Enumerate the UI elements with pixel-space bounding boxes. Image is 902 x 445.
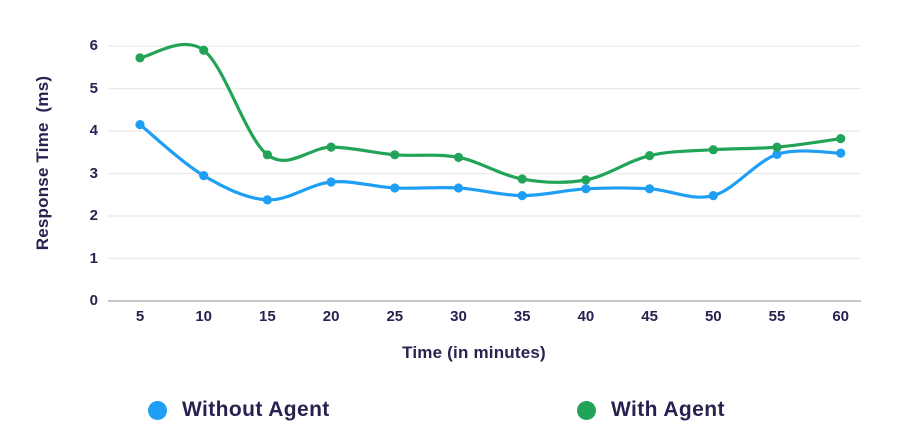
- data-point: [453, 152, 464, 162]
- legend-label-without-agent: Without Agent: [182, 398, 330, 421]
- y-tick-label: 4: [89, 122, 98, 139]
- series-line-1: [138, 42, 843, 184]
- data-point: [836, 148, 846, 158]
- data-point: [390, 183, 400, 193]
- data-point: [390, 150, 400, 160]
- data-series: [135, 42, 846, 205]
- data-point: [135, 120, 145, 130]
- legend-item-with-agent: With Agent: [577, 394, 725, 426]
- chart-legend: Without Agent With Agent: [0, 394, 902, 428]
- x-tick-label: 35: [513, 308, 531, 325]
- data-point: [708, 191, 718, 201]
- y-tick-label: 0: [89, 292, 98, 309]
- data-point: [772, 142, 782, 152]
- data-point: [517, 191, 527, 201]
- x-tick-label: 5: [135, 308, 145, 325]
- x-tick-label: 20: [322, 308, 340, 325]
- x-tick-label: 50: [704, 308, 722, 325]
- y-tick-label: 3: [89, 164, 98, 182]
- data-point: [772, 149, 782, 159]
- data-point: [453, 183, 464, 193]
- data-point: [645, 151, 655, 161]
- data-point: [517, 174, 527, 184]
- x-tick-label: 55: [768, 308, 786, 325]
- data-point: [135, 53, 145, 63]
- data-point: [581, 184, 591, 194]
- legend-label-with-agent: With Agent: [611, 398, 725, 421]
- y-axis-title: Response Time (ms): [33, 75, 52, 251]
- data-point: [199, 45, 209, 55]
- legend-item-without-agent: Without Agent: [148, 394, 330, 426]
- y-tick-label: 1: [89, 249, 98, 267]
- x-tick-label: 15: [259, 308, 276, 325]
- data-point: [326, 177, 336, 187]
- data-point: [262, 150, 272, 160]
- data-point: [262, 195, 272, 205]
- x-tick-label: 40: [577, 308, 595, 325]
- y-tick-label: 2: [89, 207, 98, 224]
- data-point: [581, 175, 591, 185]
- x-tick-label: 60: [832, 308, 850, 325]
- y-tick-label: 5: [89, 79, 98, 97]
- gridlines: [108, 45, 861, 302]
- x-axis-title: Time (in minutes): [402, 343, 546, 362]
- data-point: [199, 171, 209, 181]
- x-tick-label: 45: [641, 308, 658, 325]
- legend-dot-with-agent-icon: [577, 400, 596, 420]
- data-point: [836, 134, 846, 144]
- x-tick-label: 25: [386, 308, 404, 325]
- data-point: [708, 145, 718, 155]
- series-line-0: [138, 123, 843, 202]
- x-tick-label: 10: [195, 308, 213, 325]
- x-tick-label: 30: [450, 308, 467, 325]
- data-point: [326, 142, 336, 152]
- legend-dot-without-agent-icon: [148, 400, 167, 420]
- data-point: [645, 184, 655, 194]
- y-tick-label: 6: [89, 37, 98, 54]
